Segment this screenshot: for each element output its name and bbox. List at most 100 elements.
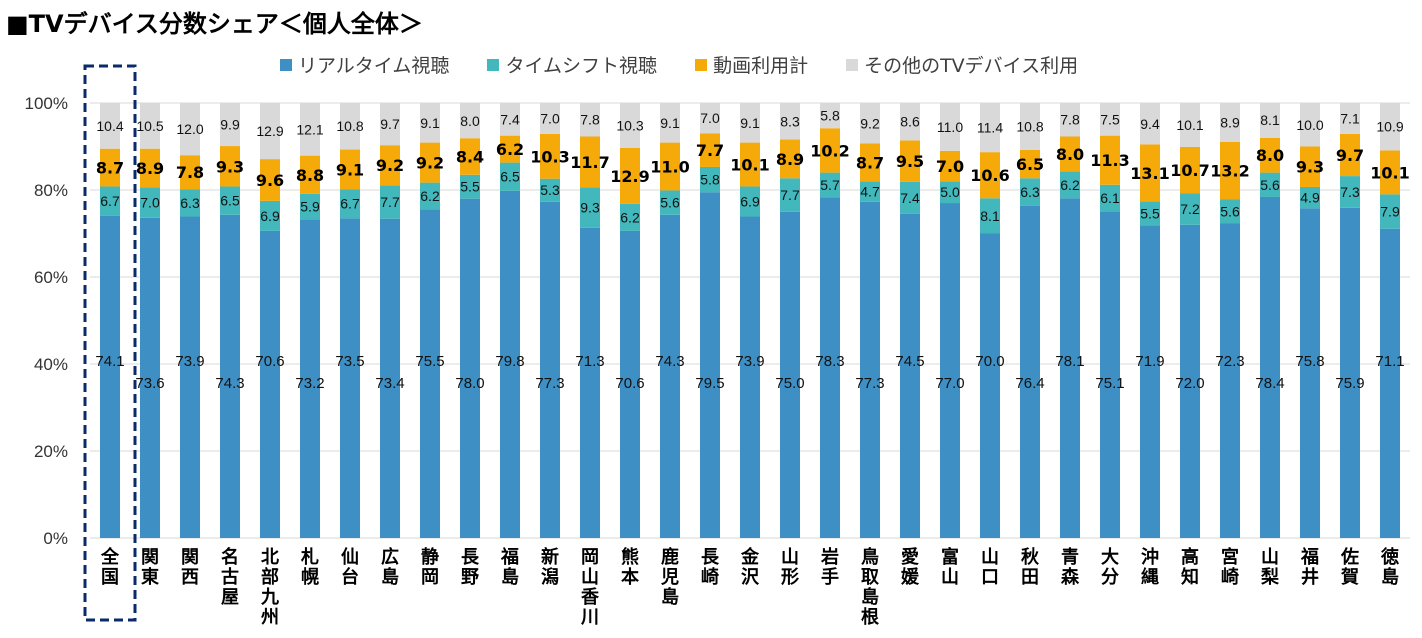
bar-segment-timeshift [140, 187, 160, 218]
data-label-other: 10.3 [616, 117, 643, 133]
data-label-video: 8.0 [1056, 145, 1084, 164]
x-category-label-char: 札 [300, 546, 319, 568]
bar-segment-other [1340, 103, 1360, 134]
bar-segment-realtime [500, 190, 520, 538]
bar-segment-other [380, 103, 400, 146]
data-label-other: 10.8 [336, 118, 363, 134]
data-label-timeshift: 6.5 [500, 169, 520, 185]
data-label-video: 10.3 [530, 147, 569, 166]
bar-segment-timeshift [1180, 193, 1200, 225]
data-label-video: 12.9 [610, 167, 649, 186]
bar-segment-video [380, 145, 400, 186]
y-tick-label: 20% [34, 442, 68, 461]
data-label-other: 7.1 [1340, 110, 1360, 126]
data-label-video: 10.2 [810, 141, 849, 160]
x-category-label-char: 北 [261, 547, 279, 568]
bar-segment-video [620, 147, 640, 204]
bar-segment-realtime [900, 213, 920, 539]
x-category-label-char: 野 [461, 567, 479, 588]
bar-segment-other [700, 103, 720, 134]
x-category-label-char: 本 [621, 566, 639, 588]
bar-segment-video [1380, 150, 1400, 195]
data-label-timeshift: 6.2 [420, 188, 440, 204]
data-label-timeshift: 5.6 [660, 195, 680, 211]
x-category-label-char: 分 [1101, 567, 1119, 588]
x-category-label-char: 根 [861, 606, 879, 628]
bar-segment-realtime [740, 216, 760, 538]
bar-segment-video [1020, 149, 1040, 179]
bar-segment-realtime [1180, 224, 1200, 539]
bar-segment-other [100, 103, 120, 149]
data-label-timeshift: 5.8 [700, 172, 720, 188]
legend-label-timeshift: タイムシフト視聴 [505, 55, 658, 77]
data-label-timeshift: 5.6 [1220, 203, 1240, 219]
data-label-timeshift: 7.7 [380, 194, 400, 210]
x-category-label-char: 福 [500, 546, 519, 568]
bar-segment-timeshift [1060, 171, 1080, 199]
data-label-video: 10.6 [970, 166, 1009, 185]
bar-segment-video [1060, 136, 1080, 172]
legend-item-realtime: リアルタイム視聴 [280, 51, 449, 78]
bar-segment-realtime [580, 227, 600, 538]
bar-segment-video [980, 152, 1000, 199]
bar-segment-realtime [300, 219, 320, 538]
bar-segment-timeshift [380, 185, 400, 219]
bar-segment-timeshift [1100, 184, 1120, 212]
bar-segment-video [420, 142, 440, 183]
bar-segment-timeshift [460, 174, 480, 199]
bar-segment-realtime [220, 214, 240, 539]
bar-segment-other [860, 103, 880, 144]
data-label-timeshift: 5.5 [1140, 205, 1160, 221]
bar-segment-timeshift [660, 190, 680, 215]
data-label-video: 9.6 [256, 171, 284, 190]
x-category-label-char: 鳥 [861, 546, 879, 568]
bar-segment-other [1220, 103, 1240, 142]
bar-segment-video [580, 136, 600, 188]
bar-segment-other [620, 103, 640, 148]
x-category-label-char: 秋 [1021, 546, 1040, 568]
data-label-realtime: 71.1 [1375, 353, 1404, 370]
data-label-realtime: 78.0 [455, 375, 484, 392]
bar-segment-realtime [660, 214, 680, 539]
data-label-realtime: 75.1 [1095, 375, 1124, 392]
x-category-label-char: 島 [861, 586, 879, 608]
data-label-video: 11.7 [570, 153, 609, 172]
data-label-video: 8.4 [456, 148, 484, 167]
bar-segment-realtime [540, 201, 560, 538]
bar-segment-realtime [1100, 211, 1120, 538]
bar-segment-video [820, 128, 840, 173]
bar-segment-video [860, 143, 880, 182]
bar-segment-realtime [1300, 208, 1320, 538]
bar-segment-video [1340, 133, 1360, 177]
x-category-label-char: 全 [100, 546, 120, 568]
data-label-other: 10.9 [1376, 119, 1403, 135]
data-label-realtime: 77.3 [855, 375, 884, 392]
data-label-realtime: 74.1 [95, 353, 124, 370]
bar-segment-realtime [820, 197, 840, 538]
data-labels: 74.1 6.7 8.7 10.4 73.6 7.0 8.9 10.5 73.9 6.3 7.8 12… [95, 108, 1409, 392]
bar-segment-video [340, 149, 360, 190]
data-label-video: 7.0 [936, 157, 964, 176]
x-category-label-char: 名 [221, 546, 239, 568]
bar-segment-other [900, 103, 920, 141]
x-category-label-char: 縄 [1141, 566, 1159, 588]
x-category-label-char: 関 [181, 547, 199, 568]
data-label-realtime: 74.3 [215, 375, 244, 392]
data-label-realtime: 76.4 [1015, 375, 1044, 392]
bar-segment-realtime [1260, 196, 1280, 538]
data-label-other: 10.4 [96, 118, 123, 134]
bars [100, 102, 1400, 539]
x-category-label-char: 知 [1181, 566, 1199, 588]
bar-segment-video [1100, 135, 1120, 185]
data-label-realtime: 75.8 [1295, 353, 1324, 370]
bar-segment-video [780, 139, 800, 179]
bar-segment-other [260, 103, 280, 160]
x-category-label-char: 島 [661, 586, 679, 608]
data-label-other: 10.0 [1296, 117, 1323, 133]
x-category-label-char: 青 [1061, 547, 1079, 568]
x-category-label-char: 古 [221, 566, 239, 588]
x-category-label-char: 田 [1021, 567, 1039, 588]
data-label-other: 7.4 [500, 112, 520, 128]
x-category-label-char: 島 [381, 566, 399, 588]
